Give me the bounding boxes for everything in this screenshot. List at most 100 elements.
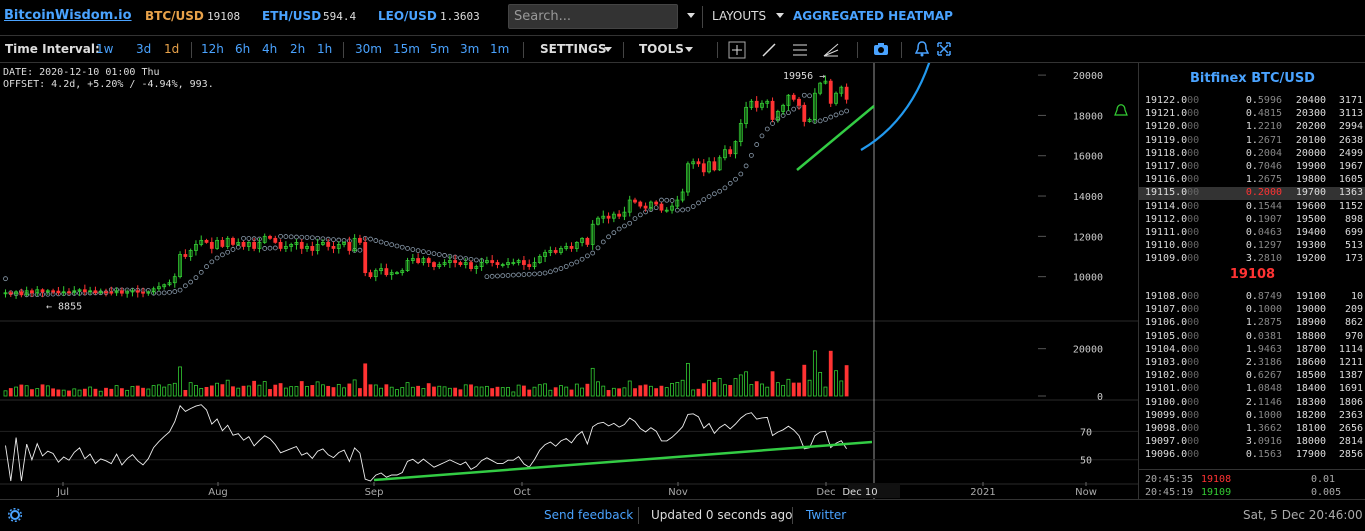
bid-row[interactable]: 19104.000 1.9463 18700 1114 [1139, 344, 1365, 357]
brand-logo[interactable]: BitcoinWisdom.io [4, 8, 132, 23]
bell-icon[interactable] [915, 41, 929, 57]
ask-row[interactable]: 19115.000 0.2000 19700 1363 [1139, 187, 1365, 201]
interval-1m[interactable]: 1m [490, 42, 510, 56]
psar-dot [156, 290, 162, 296]
ticker-leo-name[interactable]: LEO/USD [378, 9, 437, 23]
bid-row[interactable]: 19106.000 1.2875 18900 862 [1139, 317, 1365, 330]
volume-bar [384, 384, 389, 397]
ask-row[interactable]: 19122.000 0.5996 20400 3171 [1139, 95, 1365, 108]
volume-bar [268, 389, 272, 397]
volume-bar [781, 384, 786, 397]
ask-row[interactable]: 19114.000 0.1544 19600 1152 [1139, 201, 1365, 214]
interval-1h[interactable]: 1h [317, 42, 333, 56]
bid-row[interactable]: 19099.000 0.1000 18200 2363 [1139, 410, 1365, 423]
order-book-title[interactable]: Bitfinex BTC/USD [1190, 71, 1315, 86]
interval-4h[interactable]: 4h [262, 42, 278, 56]
bid-row[interactable]: 19107.000 0.1000 19000 209 [1139, 304, 1365, 317]
bid-row[interactable]: 19097.000 3.0916 18000 2814 [1139, 436, 1365, 449]
horizontal-lines-icon[interactable] [791, 41, 809, 59]
interval-5m[interactable]: 5m [430, 42, 450, 56]
gear-icon[interactable] [8, 508, 22, 522]
ob-price: 19117.000 [1145, 161, 1200, 172]
twitter-link[interactable]: Twitter [806, 508, 847, 522]
volume-bar [109, 388, 114, 397]
bid-row[interactable]: 19101.000 1.0848 18400 1691 [1139, 383, 1365, 396]
candle-body [648, 201, 653, 209]
ob-volume: 2994 [1338, 121, 1363, 133]
volume-bar [130, 386, 135, 397]
ob-cumulative: 20000 [1295, 147, 1326, 159]
volume-bar [236, 387, 241, 397]
camera-icon[interactable] [873, 42, 889, 56]
psar-dot [711, 191, 717, 197]
volume-bar [717, 378, 722, 397]
ob-cumulative: 19600 [1295, 200, 1326, 212]
x-axis-label: Dec 10 [842, 487, 877, 498]
candle-body [559, 248, 563, 253]
volume-bar [3, 390, 8, 397]
ask-row[interactable]: 19112.000 0.1907 19500 898 [1139, 214, 1365, 227]
ask-row[interactable]: 19117.000 0.7046 19900 1967 [1139, 161, 1365, 174]
fullscreen-icon[interactable] [937, 42, 951, 56]
ask-row[interactable]: 19121.000 0.4815 20300 3113 [1139, 108, 1365, 121]
price-chart[interactable]: 10000 12000 14000 16000 18000 20000 0 20000 50 70… [0, 63, 1138, 499]
layouts-menu[interactable]: LAYOUTS [712, 9, 767, 23]
interval-1d[interactable]: 1d [164, 42, 180, 56]
ask-row[interactable]: 19116.000 1.2675 19800 1605 [1139, 174, 1365, 187]
settings-menu[interactable]: SETTINGS [540, 42, 607, 56]
bid-row[interactable]: 19098.000 1.3662 18100 2656 [1139, 423, 1365, 436]
ticker-btc-name[interactable]: BTC/USD [145, 9, 204, 23]
ob-price: 19121.000 [1145, 108, 1200, 120]
psar-dot [278, 233, 283, 239]
crosshair-icon[interactable] [728, 41, 746, 59]
candle-body [236, 241, 241, 245]
bid-row[interactable]: 19100.000 2.1146 18300 1806 [1139, 397, 1365, 410]
candle-body [241, 241, 246, 247]
fib-fan-icon[interactable] [822, 41, 840, 59]
ask-row[interactable]: 19111.000 0.0463 19400 699 [1139, 227, 1365, 240]
ask-row[interactable]: 19110.000 0.1297 19300 513 [1139, 240, 1365, 253]
ob-volume: 1387 [1338, 370, 1363, 382]
volume-bar [188, 382, 193, 397]
ask-row[interactable]: 19120.000 1.2210 20200 2994 [1139, 121, 1365, 134]
interval-3m[interactable]: 3m [460, 42, 480, 56]
send-feedback-link[interactable]: Send feedback [544, 508, 634, 522]
volume-bar [506, 387, 510, 397]
ask-row[interactable]: 19109.000 3.2810 19200 173 [1139, 253, 1365, 266]
candle-body [463, 262, 468, 265]
candle-body [368, 272, 373, 278]
search-input[interactable] [508, 4, 678, 29]
aggregated-heatmap-link[interactable]: AGGREGATED HEATMAP [793, 9, 953, 23]
interval-30m[interactable]: 30m [355, 42, 382, 56]
psar-dot [637, 212, 643, 218]
volume-bar [178, 366, 182, 397]
ob-amount: 0.1000 [1245, 409, 1282, 421]
candle-body [384, 268, 389, 276]
ask-row[interactable]: 19119.000 1.2671 20100 2638 [1139, 135, 1365, 148]
candle-body [574, 241, 579, 249]
chart-offset-info: OFFSET: 4.2d, +5.20% / -4.94%, 993. [3, 79, 214, 90]
line-draw-icon[interactable] [760, 41, 778, 59]
ask-row[interactable]: 19118.000 0.2004 20000 2499 [1139, 148, 1365, 161]
candle-body [379, 268, 383, 272]
interval-1w[interactable]: 1w [96, 42, 114, 56]
bid-row[interactable]: 19105.000 0.0381 18800 970 [1139, 331, 1365, 344]
candle-body [72, 290, 77, 293]
interval-2h[interactable]: 2h [290, 42, 306, 56]
interval-15m[interactable]: 15m [393, 42, 420, 56]
interval-12h[interactable]: 12h [201, 42, 224, 56]
psar-dot [653, 205, 659, 211]
volume-bar [273, 384, 278, 397]
bid-row[interactable]: 19103.000 2.3186 18600 1211 [1139, 357, 1365, 370]
bid-row[interactable]: 19096.000 0.1563 17900 2856 [1139, 449, 1365, 462]
interval-3d[interactable]: 3d [136, 42, 152, 56]
bid-row[interactable]: 19102.000 0.6267 18500 1387 [1139, 370, 1365, 383]
search-dropdown-icon[interactable] [687, 13, 695, 18]
separator [523, 42, 524, 58]
interval-6h[interactable]: 6h [235, 42, 251, 56]
ticker-eth-name[interactable]: ETH/USD [262, 9, 322, 23]
candle-body [30, 290, 34, 294]
tools-menu[interactable]: TOOLS [639, 42, 684, 56]
psar-dot [431, 251, 437, 257]
bid-row[interactable]: 19108.000 0.8749 19100 10 [1139, 291, 1365, 304]
